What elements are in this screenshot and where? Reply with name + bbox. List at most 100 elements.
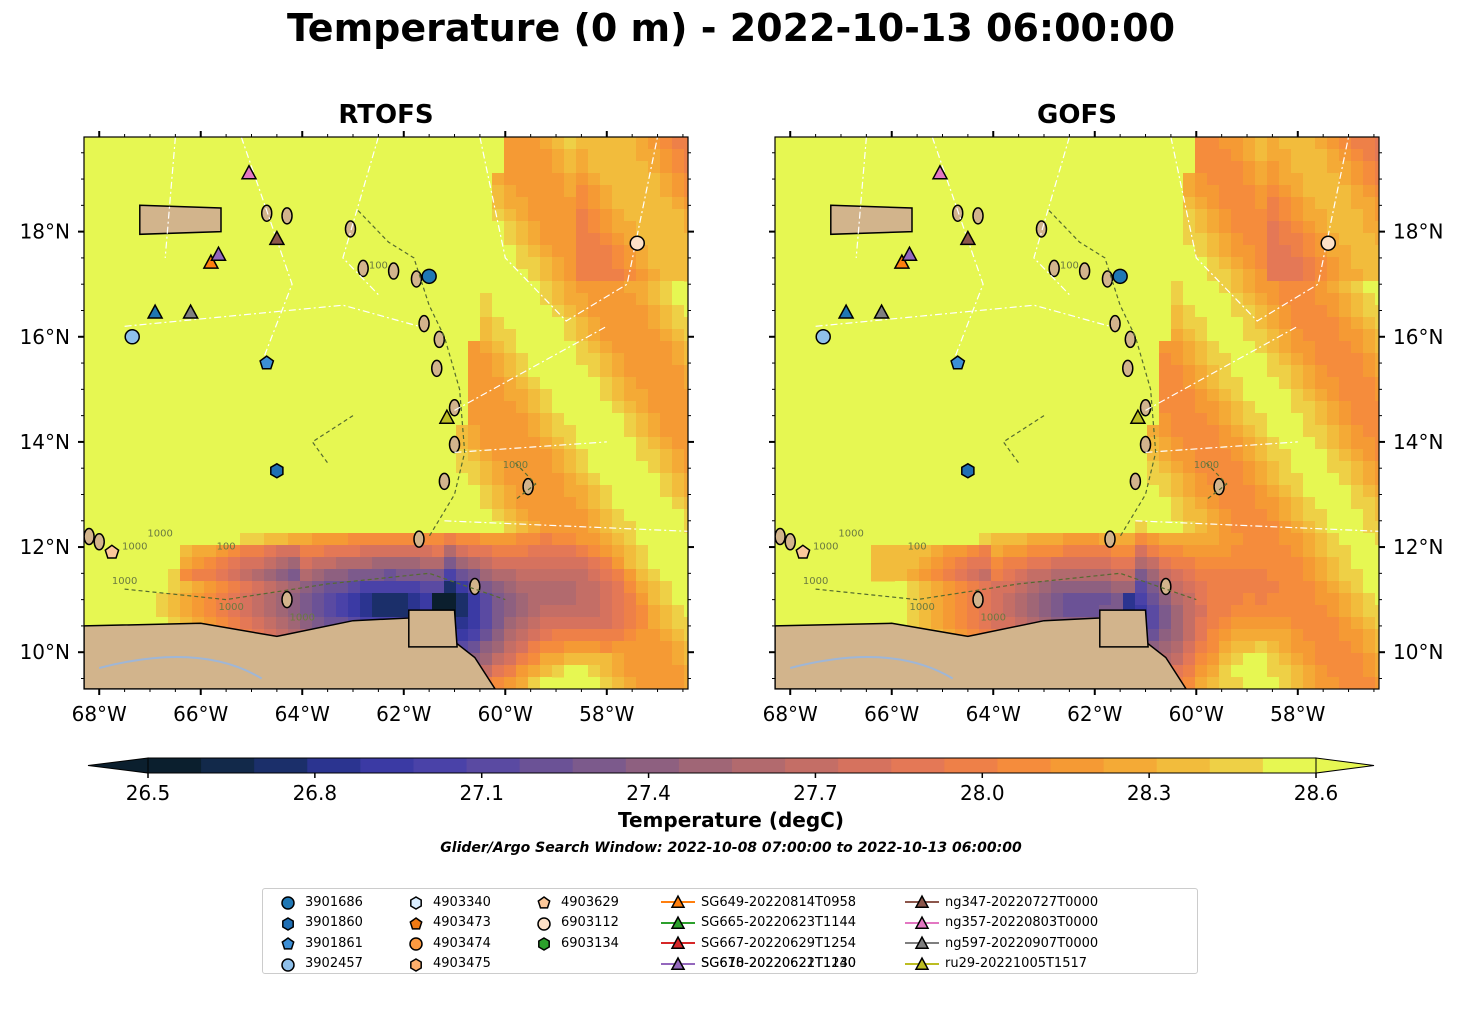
legend-entry: 4903473 bbox=[405, 913, 491, 933]
colorbar-segment bbox=[732, 758, 786, 773]
legend-label: 3901686 bbox=[305, 894, 363, 910]
legend-entry: 4903340 bbox=[405, 892, 491, 912]
legend-entry: 6903112 bbox=[533, 913, 619, 933]
colorbar-segment bbox=[625, 758, 680, 773]
x-tick-label: 62°W bbox=[376, 702, 431, 726]
legend-label: 3902457 bbox=[305, 956, 363, 971]
legend-marker bbox=[670, 915, 686, 929]
legend-entry: SG678-20220622T1240 bbox=[661, 954, 856, 974]
panel-title-rtofs: RTOFS bbox=[338, 100, 434, 130]
legend-marker bbox=[670, 956, 686, 970]
colorbar-segment bbox=[519, 758, 574, 773]
contour-label: 1000 bbox=[112, 576, 137, 587]
legend-marker bbox=[410, 957, 422, 972]
legend-marker-icon bbox=[410, 896, 422, 910]
eez-boundary bbox=[164, 137, 176, 258]
legend-marker-icon bbox=[661, 956, 695, 970]
island bbox=[1035, 220, 1048, 238]
legend-entry: ng597-20220907T0000 bbox=[905, 933, 1098, 953]
legend-marker-icon bbox=[281, 937, 295, 950]
x-tick-label: 64°W bbox=[275, 702, 330, 726]
contour-label: 1000 bbox=[981, 613, 1006, 624]
eez-boundary bbox=[931, 137, 984, 364]
eez-boundary bbox=[1145, 441, 1298, 453]
map-frame bbox=[774, 136, 1380, 690]
colorbar-segment bbox=[1050, 758, 1105, 773]
legend-entry: 4903629 bbox=[533, 892, 619, 912]
y-tick-label: 16°N bbox=[1393, 325, 1443, 349]
colorbar-label: Temperature (degC) bbox=[618, 808, 844, 832]
colorbar-segment bbox=[201, 758, 255, 773]
obs-ng597-20220907T0000 bbox=[182, 303, 199, 319]
obs-3901686 bbox=[1112, 268, 1128, 285]
legend-entry: ru29-20221005T1517 bbox=[905, 954, 1087, 974]
legend-marker bbox=[537, 896, 551, 909]
colorbar-tick-label: 27.4 bbox=[626, 781, 671, 805]
island bbox=[448, 398, 461, 417]
colorbar-segment bbox=[254, 758, 308, 773]
obs-SG678-20220622T1240 bbox=[210, 245, 227, 261]
colorbar-segment bbox=[1156, 758, 1211, 773]
colorbar-segment bbox=[891, 758, 945, 773]
legend-label: ru29-20221005T1517 bbox=[945, 956, 1088, 971]
island-puerto-rico bbox=[139, 204, 222, 236]
eez-boundary bbox=[1170, 137, 1350, 322]
legend-entry: 3901861 bbox=[277, 933, 363, 953]
eez-boundary bbox=[454, 441, 607, 453]
legend-label: SG678-20220622T1240 bbox=[701, 956, 857, 971]
legend-marker bbox=[670, 894, 686, 908]
island bbox=[387, 262, 400, 280]
obs-SG649-20220814T0958 bbox=[202, 253, 220, 269]
legend-marker bbox=[410, 896, 422, 910]
legend-label: 4903629 bbox=[561, 894, 619, 910]
legend-marker-icon bbox=[409, 916, 423, 930]
obs-3902457 bbox=[815, 329, 831, 345]
obs-3901860 bbox=[961, 462, 975, 479]
obs-ng357-20220803T0000 bbox=[240, 164, 258, 180]
colorbar-tick-label: 28.3 bbox=[1127, 781, 1172, 805]
contour-label: 100 bbox=[217, 542, 236, 553]
island bbox=[1078, 262, 1091, 280]
legend-label: SG667-20220629T1254 bbox=[701, 935, 857, 951]
legend-marker bbox=[409, 916, 423, 930]
legend-label: 4903340 bbox=[433, 894, 491, 910]
island-trinidad bbox=[1099, 609, 1149, 648]
island bbox=[469, 577, 481, 596]
island bbox=[433, 330, 446, 349]
legend-marker-icon bbox=[905, 915, 939, 929]
legend-marker bbox=[409, 937, 423, 951]
legend-marker bbox=[282, 916, 294, 931]
obs-3901686 bbox=[421, 268, 437, 285]
island bbox=[1122, 359, 1134, 378]
map-frame bbox=[83, 136, 689, 690]
y-tick-label: 12°N bbox=[1393, 535, 1443, 559]
island bbox=[1129, 472, 1142, 491]
eez-boundary bbox=[815, 304, 1111, 327]
colorbar-extend-high bbox=[1315, 757, 1375, 774]
colorbar-segment bbox=[413, 758, 468, 773]
panel-title-gofs: GOFS bbox=[1037, 100, 1117, 130]
legend-marker-icon bbox=[661, 915, 695, 929]
island bbox=[1139, 435, 1152, 454]
x-tick-label: 62°W bbox=[1067, 702, 1122, 726]
obs-4903629 bbox=[795, 544, 811, 559]
eez-boundary bbox=[124, 304, 420, 327]
colorbar-segment bbox=[678, 758, 733, 773]
legend-entry: 3901686 bbox=[277, 892, 363, 912]
contour-label: 1000 bbox=[909, 602, 934, 613]
colorbar-segment bbox=[1262, 758, 1317, 773]
legend-label: SG665-20220623T1144 bbox=[701, 915, 857, 930]
y-tick-label: 12°N bbox=[20, 535, 70, 559]
x-tick-label: 58°W bbox=[1270, 702, 1325, 726]
island bbox=[93, 533, 105, 551]
island bbox=[438, 472, 451, 491]
x-tick-label: 64°W bbox=[966, 702, 1021, 726]
island-trinidad bbox=[408, 609, 458, 648]
colorbar-segment bbox=[944, 758, 998, 773]
x-tick-label: 68°W bbox=[72, 702, 127, 726]
x-tick-label: 60°W bbox=[1169, 702, 1224, 726]
eez-boundary bbox=[342, 137, 379, 296]
